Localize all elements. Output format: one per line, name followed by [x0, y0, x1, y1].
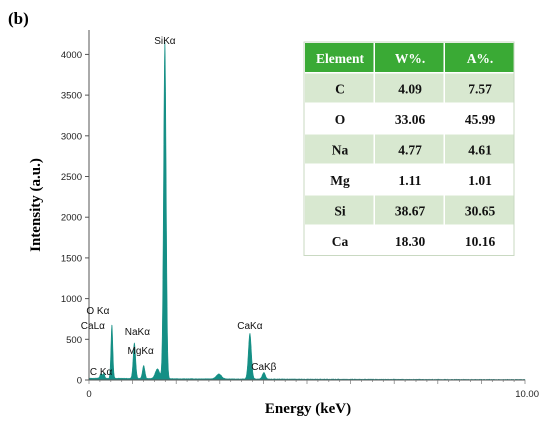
- table-row: O 33.06 45.99: [305, 104, 514, 133]
- table-cell-value: 30.65: [465, 203, 496, 218]
- table-cell-value: 4.77: [398, 142, 422, 157]
- y-tick-label: 4000: [61, 50, 82, 61]
- y-tick-label: 2000: [61, 213, 82, 224]
- x-axis-ticks: 0 10.00: [86, 380, 539, 400]
- table-cell-value: 45.99: [465, 112, 496, 127]
- table-cell: [375, 226, 444, 255]
- table-row: Ca 18.30 10.16: [305, 226, 514, 255]
- table-cell-value: C: [335, 81, 345, 96]
- table-header-cell: [305, 43, 374, 72]
- table-header-label: A%.: [467, 51, 494, 66]
- panel-label: (b): [8, 9, 29, 28]
- table-row: Si 38.67 30.65: [305, 195, 514, 225]
- table-cell-value: Mg: [330, 173, 350, 188]
- table-cell: [305, 104, 374, 133]
- table-cell: [305, 226, 374, 255]
- table-cell-value: 4.09: [398, 81, 422, 96]
- table-cell-value: 18.30: [395, 234, 426, 249]
- peak-label: NaKα: [125, 327, 150, 338]
- y-tick-label: 3000: [61, 131, 82, 142]
- table-cell: [445, 73, 514, 103]
- table-cell-value: Si: [334, 203, 346, 218]
- peak-label: CaLα: [81, 321, 105, 332]
- table-cell-value: 1.01: [468, 173, 492, 188]
- table-cell-value: 7.57: [468, 81, 492, 96]
- table-cell: [305, 165, 374, 194]
- table-header-label: Element: [316, 51, 364, 66]
- table-row: C 4.09 7.57: [305, 73, 514, 103]
- spectrum-layer: [88, 42, 526, 381]
- table-cell: [305, 195, 374, 225]
- table-cell-value: Na: [332, 142, 349, 157]
- y-tick-label: 500: [66, 335, 82, 346]
- table-cell-value: 38.67: [395, 203, 426, 218]
- table-header-cell: [375, 43, 444, 72]
- table-cell: [445, 165, 514, 194]
- peak-label: MgKα: [128, 346, 155, 357]
- table-cell: [445, 195, 514, 225]
- table-cell: [375, 195, 444, 225]
- table-header-label: W%.: [395, 51, 425, 66]
- peak-label: CaKβ: [251, 362, 276, 373]
- table-row: Mg 1.11 1.01: [305, 165, 514, 194]
- table-cell: [375, 165, 444, 194]
- x-axis-title: Energy (keV): [265, 401, 351, 417]
- composition-table: Element W%. A%. C 4.09 7.57 O 33.06 45.99 Na 4.77 4…: [303, 41, 515, 256]
- table-row: Na 4.77 4.61: [305, 134, 514, 164]
- x-tick-label: 10.00: [515, 389, 539, 400]
- peak-label: C Kα: [90, 367, 113, 378]
- table-cell: [375, 104, 444, 133]
- table-cell: [305, 73, 374, 103]
- table-cell: [305, 134, 374, 164]
- y-tick-label: 1500: [61, 253, 82, 264]
- spectrum-trace: [88, 42, 526, 381]
- table-cell: [445, 104, 514, 133]
- table-cell: [445, 226, 514, 255]
- peak-label: SiKα: [154, 36, 176, 47]
- table-cell-value: Ca: [332, 234, 349, 249]
- table-cell: [445, 134, 514, 164]
- table-cell-value: 10.16: [465, 234, 496, 249]
- peak-label: O Kα: [86, 306, 109, 317]
- x-tick-label: 0: [86, 389, 91, 400]
- y-axis-title: Intensity (a.u.): [28, 158, 44, 252]
- table-cell-value: 33.06: [395, 112, 426, 127]
- peak-labels: C Kα O Kα CaLα NaKα MgKα SiKα CaKα CaKβ: [81, 36, 277, 378]
- table-header-cell: [445, 43, 514, 72]
- peak-label: CaKα: [237, 321, 262, 332]
- table-cell: [375, 73, 444, 103]
- y-tick-label: 1000: [61, 294, 82, 305]
- y-axis-ticks: 0 500 1000 1500 2000 2500 3000 3500 4000: [61, 50, 89, 387]
- y-tick-label: 2500: [61, 172, 82, 183]
- y-tick-label: 0: [77, 376, 82, 387]
- table-cell-value: 4.61: [468, 142, 492, 157]
- y-tick-label: 3500: [61, 91, 82, 102]
- table-cell-value: O: [335, 112, 346, 127]
- table-cell: [375, 134, 444, 164]
- table-cell-value: 1.11: [399, 173, 422, 188]
- table-border: [303, 41, 515, 256]
